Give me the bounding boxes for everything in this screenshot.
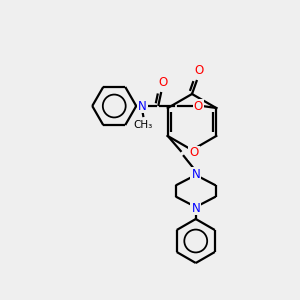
Text: N: N bbox=[138, 100, 147, 112]
Text: N: N bbox=[191, 202, 200, 214]
Text: CH₃: CH₃ bbox=[134, 120, 153, 130]
Text: O: O bbox=[194, 64, 204, 77]
Text: O: O bbox=[189, 146, 199, 160]
Text: O: O bbox=[159, 76, 168, 89]
Text: O: O bbox=[194, 100, 203, 112]
Text: N: N bbox=[191, 167, 200, 181]
